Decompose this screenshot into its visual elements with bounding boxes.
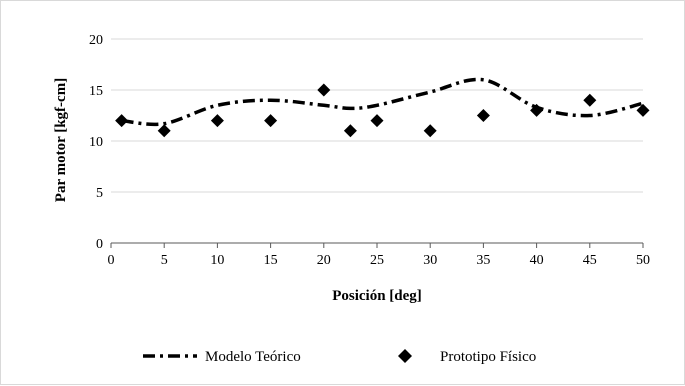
x-tick-label: 10	[210, 253, 224, 268]
tick-labels: 0 5 10 15 20 0 5 10 15 20 25 30 35 40 45 50	[89, 33, 650, 268]
grid-layer	[111, 38, 643, 193]
y-tick-label: 5	[96, 186, 103, 201]
y-tick-label: 0	[96, 237, 103, 252]
x-tick-label: 15	[264, 253, 278, 268]
data-point-prototipo-fisico	[583, 93, 597, 107]
data-point-prototipo-fisico	[157, 124, 171, 138]
y-tick-label: 15	[89, 84, 103, 99]
x-axis-title: Posición [deg]	[332, 288, 422, 304]
x-tick-label: 25	[370, 253, 384, 268]
data-point-prototipo-fisico	[115, 114, 129, 128]
data-point-prototipo-fisico	[423, 124, 437, 138]
data-point-prototipo-fisico	[317, 83, 331, 97]
x-tick-label: 0	[108, 253, 115, 268]
axis-layer	[110, 242, 644, 248]
x-tick-label: 50	[636, 253, 650, 268]
x-tick-label: 5	[161, 253, 168, 268]
legend-label-prototipo-fisico: Prototipo Físico	[440, 349, 536, 365]
data-point-prototipo-fisico	[530, 103, 544, 117]
x-tick-label: 30	[423, 253, 437, 268]
x-tick-label: 35	[476, 253, 490, 268]
data-point-prototipo-fisico	[264, 114, 278, 128]
y-tick-label: 10	[89, 135, 103, 150]
legend-marker-prototipo-fisico	[398, 349, 412, 363]
y-tick-label: 20	[89, 33, 103, 48]
series-layer	[115, 77, 650, 138]
data-point-prototipo-fisico	[210, 114, 224, 128]
legend: Modelo Teórico Prototipo Físico	[143, 349, 536, 365]
legend-label-modelo-teorico: Modelo Teórico	[205, 349, 301, 365]
x-tick-label: 40	[530, 253, 544, 268]
x-tick-label: 45	[583, 253, 597, 268]
y-axis-title: Par motor [kgf-cm]	[53, 78, 69, 202]
data-point-prototipo-fisico	[370, 114, 384, 128]
data-point-prototipo-fisico	[343, 124, 357, 138]
series-line-modelo-teorico	[121, 77, 644, 127]
x-tick-label: 20	[317, 253, 331, 268]
data-point-prototipo-fisico	[476, 109, 490, 122]
data-point-prototipo-fisico	[636, 103, 650, 117]
